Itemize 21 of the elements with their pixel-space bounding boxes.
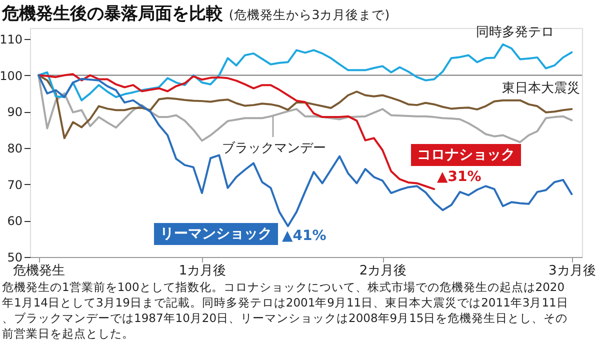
legend-label: ブラックマンデー [222,141,326,156]
x-tick-label: 2カ月後 [359,264,407,278]
chart-subtitle: (危機発生から3カ月後まで) [228,7,390,22]
y-tick-label: 110 [0,32,22,46]
annotation: ▲31% [437,169,482,185]
x-tick-label: 1カ月後 [178,264,226,278]
y-tick-label: 60 [7,214,22,228]
y-tick-label: 90 [7,105,22,120]
y-tick-label: 50 [7,250,22,264]
y-tick-label: 70 [7,178,22,192]
y-tick-label: 80 [7,141,22,156]
text: 危機発生の1営業前を100として指数化。コロナショックについて、株式市場での危機発生の起点は2020年1月14日として3月19日まで記載。同時多発テロは2001年9月11日、東日本大震災では2011年3月11日、ブラックマンデーでは1987年10月20日、リーマンショックは2008年9月15日を危機発生日とし、その前営業日を起点とした。 [2,280,568,340]
series-label: 東日本大震災 [502,81,580,96]
chart-title: 危機発生後の暴落局面を比較 [1,4,224,24]
x-tick-label: 危機発生 [13,264,66,278]
x-tick-label: 3カ月後 [548,264,596,278]
series-label: コロナショック [417,147,515,163]
series-label: 同時多発テロ [476,25,554,40]
annotation: ▲41% [282,228,326,244]
series-label: リーマンショック [160,226,272,242]
y-tick-label: 100 [0,68,22,83]
